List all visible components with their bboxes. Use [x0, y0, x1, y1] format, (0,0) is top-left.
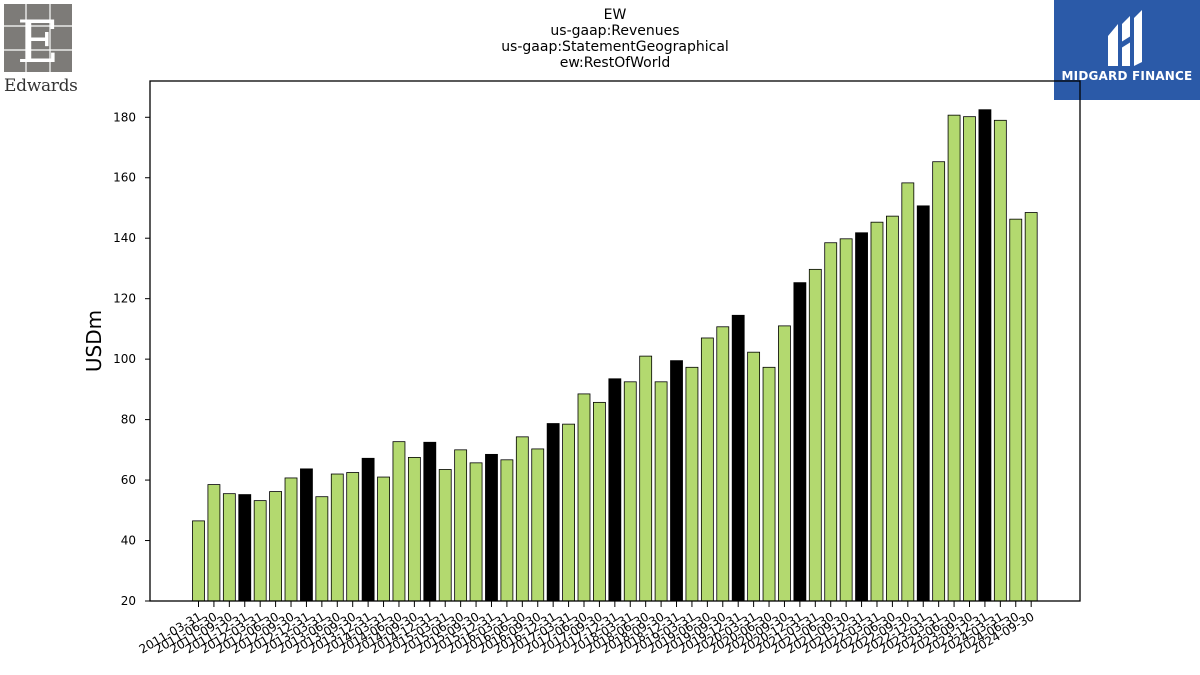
bar-2018-06-30: [639, 355, 653, 602]
bar-2022-03-31: [870, 221, 884, 602]
x-axis: 2011-03-312011-06-302011-09-302011-12-31…: [137, 601, 1037, 656]
midgard-finance-logo-icon: [1108, 10, 1142, 66]
edwards-e-logo-icon: E: [4, 4, 72, 76]
bar-2023-03-31: [932, 161, 946, 602]
chart-title-line-1: EW: [603, 7, 627, 23]
chart-title-line-2: us-gaap:Revenues: [550, 23, 680, 39]
midgard-finance-logo: MIDGARD FINANCE: [1054, 0, 1200, 100]
y-tick-label-80: 80: [121, 413, 136, 427]
y-tick-label-20: 20: [121, 594, 136, 608]
y-tick-label-120: 120: [113, 292, 136, 306]
bar-2024-06-30: [1009, 218, 1023, 602]
bar-2013-09-30: [346, 472, 360, 602]
bar-2021-03-31: [808, 268, 822, 602]
y-tick-label-40: 40: [121, 534, 136, 548]
bar-2014-12-31: [423, 441, 437, 602]
bar-2023-06-30: [947, 114, 961, 602]
y-tick-label-60: 60: [121, 473, 136, 487]
bar-2012-03-31: [253, 500, 267, 602]
bars-group: [192, 109, 1038, 602]
bar-2015-09-30: [469, 462, 483, 602]
bar-2013-03-31: [315, 496, 329, 602]
bar-2018-09-30: [654, 381, 668, 602]
bar-2014-09-30: [407, 456, 421, 602]
bar-2024-03-31: [993, 119, 1007, 602]
bar-2011-12-31: [238, 494, 252, 602]
y-axis-label: USDm: [82, 310, 106, 372]
bar-2023-12-31: [978, 109, 992, 602]
bar-2019-03-31: [685, 366, 699, 602]
bar-2012-09-30: [284, 477, 298, 602]
y-tick-label-100: 100: [113, 352, 136, 366]
bar-2016-03-31: [500, 459, 514, 602]
bar-2015-03-31: [438, 469, 452, 602]
bar-2015-12-31: [485, 453, 498, 602]
bar-2022-06-30: [886, 215, 899, 602]
bar-2020-09-30: [778, 325, 791, 602]
bar-2024-09-30: [1024, 212, 1038, 602]
chart-title-block: EW us-gaap:Revenues us-gaap:StatementGeo…: [465, 7, 765, 71]
chart-title-line-3: us-gaap:StatementGeographical: [501, 39, 729, 55]
bar-2021-12-31: [855, 232, 868, 602]
bar-2014-03-31: [377, 476, 390, 602]
bar-2012-12-31: [300, 468, 313, 602]
bar-2019-06-30: [700, 337, 714, 602]
bar-2020-06-30: [762, 366, 776, 602]
chart-title-line-4: ew:RestOfWorld: [559, 55, 671, 71]
bar-2019-12-31: [731, 314, 745, 602]
y-axis: 20 40 60 80 100 120 140 160 180: [113, 110, 150, 608]
edwards-wordmark: Edwards: [4, 76, 78, 96]
bar-2017-09-30: [593, 401, 606, 602]
bar-2020-12-31: [793, 282, 807, 602]
bar-2011-03-31: [192, 520, 205, 602]
bar-2018-03-31: [623, 381, 637, 602]
bar-2017-03-31: [562, 423, 575, 602]
bar-2022-09-30: [901, 182, 915, 602]
bar-2017-12-31: [608, 378, 622, 602]
bar-2015-06-30: [454, 449, 468, 602]
y-tick-label-160: 160: [113, 171, 136, 185]
bar-2021-09-30: [839, 238, 853, 602]
bar-2012-06-30: [269, 491, 283, 602]
bar-2016-06-30: [515, 436, 529, 602]
bar-2011-06-30: [207, 484, 221, 602]
bar-2014-06-30: [392, 441, 406, 602]
bar-2011-09-30: [222, 493, 236, 602]
y-tick-label-180: 180: [113, 110, 136, 124]
bar-2017-06-30: [577, 393, 591, 602]
bar-2020-03-31: [747, 351, 761, 602]
edwards-logo: E Edwards: [4, 4, 78, 100]
bar-2019-09-30: [716, 326, 730, 602]
bar-2013-12-31: [361, 457, 375, 602]
bar-2021-06-30: [824, 242, 838, 602]
bar-2016-09-30: [531, 448, 545, 602]
y-tick-label-140: 140: [113, 231, 136, 245]
bar-2016-12-31: [546, 423, 560, 602]
bar-2022-12-31: [916, 205, 930, 602]
bar-2018-12-31: [670, 360, 683, 602]
svg-text:E: E: [17, 8, 59, 72]
midgard-finance-wordmark: MIDGARD FINANCE: [1061, 69, 1193, 83]
bar-2013-06-30: [330, 473, 344, 602]
bar-2023-09-30: [963, 116, 976, 602]
